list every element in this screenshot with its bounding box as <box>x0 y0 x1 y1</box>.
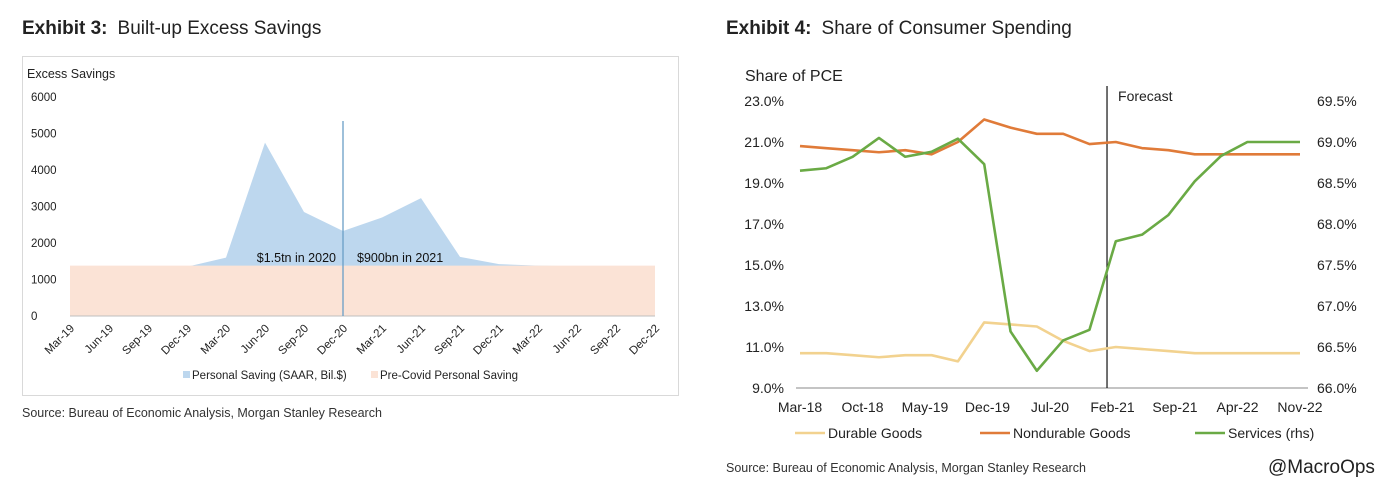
x-tick-label: Mar-21 <box>355 323 389 357</box>
y-tick-label: 17.0% <box>744 216 784 232</box>
exhibit4-source: Source: Bureau of Economic Analysis, Mor… <box>726 461 1086 475</box>
y-tick-label: 5000 <box>31 129 57 141</box>
y-tick-label: 0 <box>31 311 37 323</box>
x-tick-label: Sep-20 <box>276 323 311 358</box>
x-tick-label: Dec-19 <box>965 399 1010 415</box>
exhibit3-source: Source: Bureau of Economic Analysis, Mor… <box>22 406 382 420</box>
y-tick-label: 9.0% <box>752 380 784 396</box>
y-tick-label: 11.0% <box>745 339 784 355</box>
x-tick-label: Jul-20 <box>1031 399 1069 415</box>
x-tick-label: Feb-21 <box>1090 399 1135 415</box>
excess-savings-chart: Excess Savings 0 1000 2000 3000 4000 5000 6000 $… <box>27 67 662 382</box>
y2-tick-label: 69.5% <box>1317 93 1357 109</box>
watermark-handle: @MacroOps <box>1268 457 1375 478</box>
annotation-2020: $1.5tn in 2020 <box>257 251 336 265</box>
y2-tick-label: 67.0% <box>1317 298 1357 314</box>
x-tick-label: Sep-22 <box>588 323 623 358</box>
x-tick-label: Jun-22 <box>551 323 584 356</box>
y-tick-label: 2000 <box>31 238 57 250</box>
y-tick-label: 3000 <box>31 202 57 214</box>
y2-tick-label: 69.0% <box>1317 134 1357 150</box>
services-line <box>799 136 1300 373</box>
y2-tick-label: 66.0% <box>1317 380 1357 396</box>
x-tick-label: Dec-20 <box>315 323 350 358</box>
x-tick-label: Nov-22 <box>1277 399 1322 415</box>
legend-label-precovid: Pre-Covid Personal Saving <box>380 370 518 382</box>
x-tick-label: Jun-19 <box>83 323 116 356</box>
x-tick-label: Mar-18 <box>778 399 823 415</box>
x-tick-label: Sep-21 <box>432 323 467 358</box>
y2-tick-label: 67.5% <box>1317 257 1357 273</box>
y-axis-title: Share of PCE <box>745 68 843 85</box>
y-tick-label: 23.0% <box>744 93 784 109</box>
y-tick-label: 15.0% <box>744 257 784 273</box>
y2-tick-label: 66.5% <box>1317 339 1357 355</box>
x-tick-label: Sep-19 <box>120 323 155 358</box>
y-tick-label: 19.0% <box>744 175 784 191</box>
legend-label-nondurable-goods: Nondurable Goods <box>1013 425 1131 441</box>
legend-swatch-personal-saving <box>183 371 190 378</box>
x-tick-label: Jun-20 <box>239 323 272 356</box>
x-tick-label: Jun-21 <box>395 323 428 356</box>
x-tick-label: Oct-18 <box>841 399 883 415</box>
y2-tick-label: 68.0% <box>1317 216 1357 232</box>
nondurable-goods-line <box>799 118 1300 156</box>
excess-savings-chart-panel: Excess Savings 0 1000 2000 3000 4000 5000 6000 $… <box>22 56 679 396</box>
forecast-label: Forecast <box>1118 88 1173 104</box>
exhibit4-title: Exhibit 4: Share of Consumer Spending <box>726 18 1072 39</box>
legend-label-durable-goods: Durable Goods <box>828 425 922 441</box>
consumer-spending-chart: Share of PCE 9.0% 11.0% 13.0% 15.0% 17.0% 19.0… <box>744 68 1357 441</box>
x-tick-label: Mar-20 <box>199 323 233 357</box>
precovid-saving-area <box>70 265 655 316</box>
annotation-2021: $900bn in 2021 <box>357 251 443 265</box>
x-tick-label: Dec-21 <box>471 323 506 358</box>
x-tick-label: May-19 <box>902 399 949 415</box>
x-tick-label: Dec-19 <box>159 323 194 358</box>
durable-goods-line <box>800 321 1300 363</box>
legend-label-personal-saving: Personal Saving (SAAR, Bil.$) <box>192 370 347 382</box>
y-tick-label: 21.0% <box>744 134 784 150</box>
y-tick-label: 6000 <box>31 92 57 104</box>
exhibit3-title: Exhibit 3: Built-up Excess Savings <box>22 18 322 39</box>
y-tick-label: 13.0% <box>744 298 784 314</box>
y-axis-title: Excess Savings <box>27 67 115 81</box>
x-tick-label: Dec-22 <box>627 323 662 358</box>
y-tick-label: 4000 <box>31 165 57 177</box>
legend-swatch-precovid <box>371 371 378 378</box>
x-tick-label: Mar-19 <box>43 323 77 357</box>
x-tick-label: Sep-21 <box>1152 399 1197 415</box>
legend-label-services: Services (rhs) <box>1228 425 1314 441</box>
y-tick-label: 1000 <box>31 275 57 287</box>
y2-tick-label: 68.5% <box>1317 175 1357 191</box>
x-tick-label: Mar-22 <box>511 323 545 357</box>
x-tick-label: Apr-22 <box>1216 399 1258 415</box>
